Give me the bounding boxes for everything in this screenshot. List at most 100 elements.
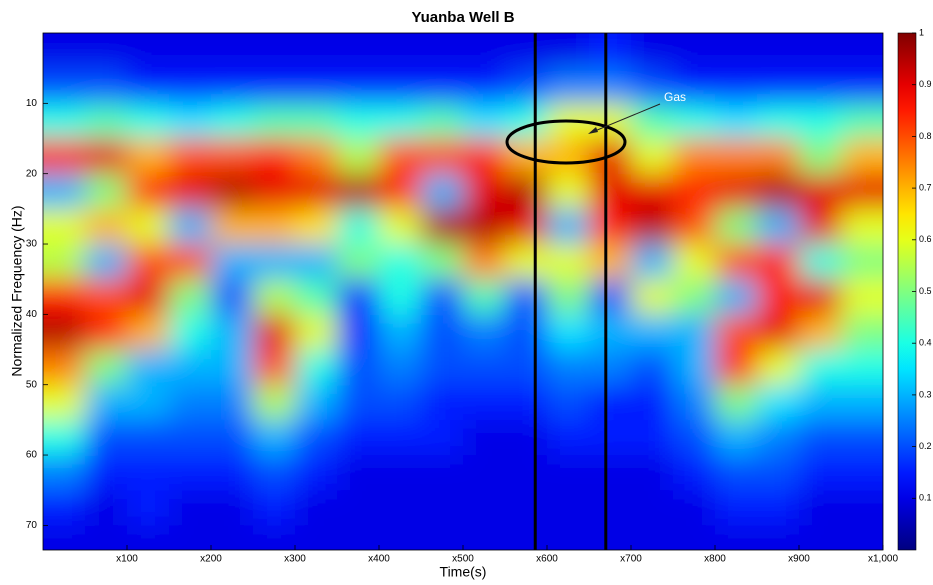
heatmap-cell — [169, 103, 212, 139]
heatmap-cell — [253, 174, 296, 210]
heatmap-cell — [253, 385, 296, 421]
heatmap-cell — [337, 139, 380, 175]
heatmap-cell — [505, 174, 548, 210]
heatmap-cell — [463, 174, 506, 210]
heatmap-cell — [547, 490, 590, 526]
y-axis-label: Normalized Frequency (Hz) — [9, 205, 25, 376]
heatmap-cell — [211, 455, 254, 491]
heatmap-cell — [757, 490, 800, 526]
heatmap-cell — [169, 244, 212, 280]
heatmap-cell — [505, 244, 548, 280]
heatmap-cell — [295, 279, 338, 315]
heatmap-cell — [295, 209, 338, 245]
heatmap-cell — [85, 139, 128, 175]
heatmap-cell — [169, 139, 212, 175]
heatmap-cell — [799, 174, 842, 210]
heatmap-cell — [127, 174, 170, 210]
heatmap-cell — [589, 350, 632, 386]
heatmap-cell — [253, 420, 296, 456]
heatmap-cell — [757, 139, 800, 175]
heatmap-cell — [127, 314, 170, 350]
heatmap-cell — [421, 279, 464, 315]
heatmap-cell — [379, 420, 422, 456]
heatmap-cell — [463, 314, 506, 350]
heatmap-cell — [211, 68, 254, 104]
heatmap-cell — [799, 350, 842, 386]
heatmap-cell — [253, 350, 296, 386]
heatmap-cell — [253, 103, 296, 139]
heatmap-cell — [547, 68, 590, 104]
heatmap-cell — [799, 385, 842, 421]
x-tick-label: x700 — [620, 554, 642, 565]
colorbar-tick-label: 0.3 — [919, 389, 932, 399]
heatmap-cell — [127, 385, 170, 421]
heatmap-cell — [211, 139, 254, 175]
heatmap-cell — [757, 244, 800, 280]
heatmap-cell — [211, 174, 254, 210]
heatmap-cell — [379, 68, 422, 104]
heatmap-cell — [421, 455, 464, 491]
heatmap-cell — [169, 490, 212, 526]
heatmap-cell — [169, 420, 212, 456]
heatmap-cell — [211, 209, 254, 245]
heatmap-cell — [295, 350, 338, 386]
heatmap-cell — [589, 314, 632, 350]
heatmap-cell — [169, 350, 212, 386]
heatmap-cell — [589, 209, 632, 245]
heatmap-cell — [127, 68, 170, 104]
heatmap-cell — [295, 314, 338, 350]
heatmap-cell — [757, 279, 800, 315]
heatmap-cell — [253, 455, 296, 491]
heatmap-cell — [127, 244, 170, 280]
heatmap-cell — [421, 244, 464, 280]
chart: x100x200x300x400x500x600x700x800x900x1,0… — [0, 0, 933, 585]
heatmap-cell — [337, 350, 380, 386]
heatmap-cell — [421, 490, 464, 526]
heatmap-cell — [547, 209, 590, 245]
heatmap-cell — [253, 68, 296, 104]
heatmap-cell — [169, 385, 212, 421]
heatmap-cell — [589, 385, 632, 421]
heatmap-cell — [421, 420, 464, 456]
heatmap-cell — [631, 314, 674, 350]
heatmap-cell — [715, 420, 758, 456]
heatmap-cell — [757, 314, 800, 350]
heatmap-cell — [421, 350, 464, 386]
heatmap-cell — [715, 174, 758, 210]
heatmap-cell — [673, 350, 716, 386]
heatmap-cell — [379, 385, 422, 421]
heatmap-cell — [757, 103, 800, 139]
heatmap-cell — [253, 244, 296, 280]
heatmap-cell — [379, 279, 422, 315]
heatmap-cell — [421, 385, 464, 421]
heatmap-cell — [85, 68, 128, 104]
heatmap-cell — [463, 68, 506, 104]
heatmap-cell — [673, 314, 716, 350]
heatmap-cell — [715, 209, 758, 245]
x-axis-label: Time(s) — [440, 564, 487, 580]
heatmap-cell — [85, 244, 128, 280]
heatmap-cell — [85, 209, 128, 245]
heatmap-cell — [379, 103, 422, 139]
heatmap-cell — [547, 139, 590, 175]
heatmap-cell — [127, 350, 170, 386]
heatmap-cell — [379, 209, 422, 245]
heatmap-cell — [463, 209, 506, 245]
heatmap-cell — [295, 385, 338, 421]
heatmap-cell — [169, 174, 212, 210]
heatmap-cell — [547, 420, 590, 456]
heatmap-cell — [673, 385, 716, 421]
heatmap-cell — [295, 103, 338, 139]
heatmap-cell — [421, 209, 464, 245]
heatmap-cell — [799, 244, 842, 280]
heatmap-cell — [379, 350, 422, 386]
heatmap-cell — [85, 420, 128, 456]
heatmap-cell — [757, 68, 800, 104]
heatmap-cell — [337, 279, 380, 315]
heatmap-cell — [85, 455, 128, 491]
heatmap-cell — [547, 314, 590, 350]
heatmap-cell — [631, 490, 674, 526]
heatmap-cell — [589, 455, 632, 491]
x-tick-label: x400 — [368, 554, 390, 565]
heatmap-cell — [85, 350, 128, 386]
